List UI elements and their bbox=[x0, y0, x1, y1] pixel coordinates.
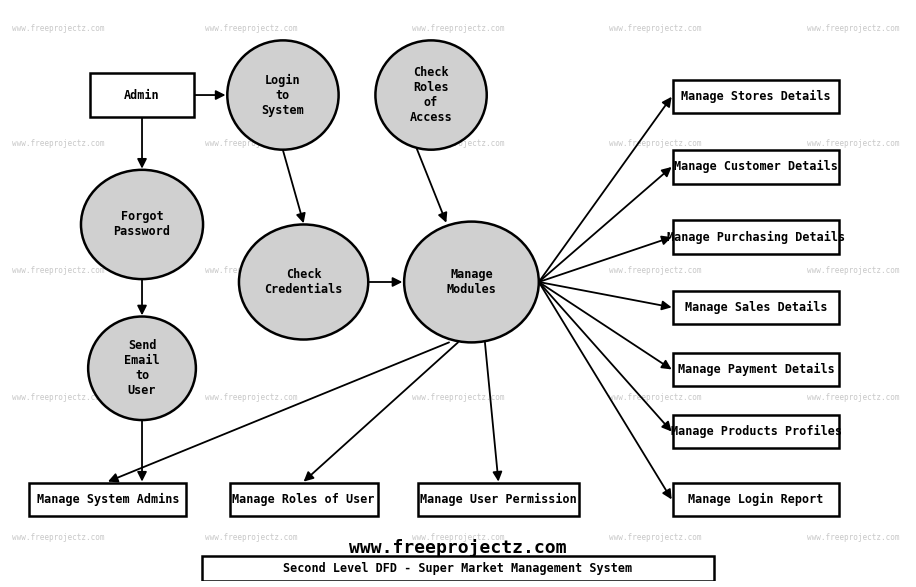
Text: Manage Sales Details: Manage Sales Details bbox=[685, 301, 827, 314]
Text: Forgot
Password: Forgot Password bbox=[114, 211, 170, 238]
Text: Admin: Admin bbox=[125, 89, 159, 102]
Text: www.freeprojectz.com: www.freeprojectz.com bbox=[12, 140, 104, 149]
Text: www.freeprojectz.com: www.freeprojectz.com bbox=[807, 266, 900, 275]
Text: www.freeprojectz.com: www.freeprojectz.com bbox=[205, 25, 298, 33]
FancyBboxPatch shape bbox=[673, 150, 839, 184]
Text: Send
Email
to
User: Send Email to User bbox=[125, 339, 159, 397]
FancyBboxPatch shape bbox=[230, 483, 377, 516]
Text: www.freeprojectz.com: www.freeprojectz.com bbox=[205, 266, 298, 275]
Text: Manage System Admins: Manage System Admins bbox=[37, 493, 180, 506]
Text: www.freeprojectz.com: www.freeprojectz.com bbox=[12, 25, 104, 33]
Text: www.freeprojectz.com: www.freeprojectz.com bbox=[12, 266, 104, 275]
Text: Check
Roles
of
Access: Check Roles of Access bbox=[409, 66, 453, 124]
Text: www.freeprojectz.com: www.freeprojectz.com bbox=[412, 266, 504, 275]
Text: Check
Credentials: Check Credentials bbox=[265, 268, 343, 296]
FancyBboxPatch shape bbox=[673, 353, 839, 386]
FancyBboxPatch shape bbox=[91, 73, 193, 117]
Text: www.freeprojectz.com: www.freeprojectz.com bbox=[609, 25, 702, 33]
Text: Manage Roles of User: Manage Roles of User bbox=[233, 493, 375, 506]
Text: www.freeprojectz.com: www.freeprojectz.com bbox=[807, 25, 900, 33]
FancyBboxPatch shape bbox=[29, 483, 187, 516]
Text: www.freeprojectz.com: www.freeprojectz.com bbox=[609, 534, 702, 542]
Text: www.freeprojectz.com: www.freeprojectz.com bbox=[412, 25, 504, 33]
FancyBboxPatch shape bbox=[673, 221, 839, 254]
FancyBboxPatch shape bbox=[673, 483, 839, 516]
Text: www.freeprojectz.com: www.freeprojectz.com bbox=[12, 534, 104, 542]
Text: www.freeprojectz.com: www.freeprojectz.com bbox=[205, 393, 298, 402]
FancyBboxPatch shape bbox=[673, 291, 839, 324]
FancyBboxPatch shape bbox=[202, 556, 714, 581]
Text: Manage User Permission: Manage User Permission bbox=[420, 493, 577, 506]
Text: www.freeprojectz.com: www.freeprojectz.com bbox=[609, 266, 702, 275]
Text: www.freeprojectz.com: www.freeprojectz.com bbox=[412, 140, 504, 149]
Text: Manage Products Profiles: Manage Products Profiles bbox=[671, 425, 842, 438]
Text: www.freeprojectz.com: www.freeprojectz.com bbox=[12, 393, 104, 402]
Ellipse shape bbox=[376, 41, 486, 150]
Text: Manage Customer Details: Manage Customer Details bbox=[674, 160, 838, 174]
Ellipse shape bbox=[88, 316, 196, 420]
Text: Manage Login Report: Manage Login Report bbox=[688, 493, 823, 506]
Text: www.freeprojectz.com: www.freeprojectz.com bbox=[205, 534, 298, 542]
FancyBboxPatch shape bbox=[418, 483, 579, 516]
Text: www.freeprojectz.com: www.freeprojectz.com bbox=[807, 140, 900, 149]
Text: Manage Payment Details: Manage Payment Details bbox=[678, 363, 834, 376]
Ellipse shape bbox=[81, 170, 203, 279]
Text: www.freeprojectz.com: www.freeprojectz.com bbox=[609, 393, 702, 402]
Text: Manage Purchasing Details: Manage Purchasing Details bbox=[667, 231, 845, 244]
Text: www.freeprojectz.com: www.freeprojectz.com bbox=[807, 534, 900, 542]
Text: Second Level DFD - Super Market Management System: Second Level DFD - Super Market Manageme… bbox=[283, 562, 633, 575]
FancyBboxPatch shape bbox=[673, 80, 839, 113]
Text: Manage Stores Details: Manage Stores Details bbox=[682, 90, 831, 103]
Text: Login
to
System: Login to System bbox=[262, 73, 304, 117]
Text: www.freeprojectz.com: www.freeprojectz.com bbox=[349, 539, 567, 556]
Text: www.freeprojectz.com: www.freeprojectz.com bbox=[205, 140, 298, 149]
Ellipse shape bbox=[404, 221, 539, 342]
Ellipse shape bbox=[239, 224, 368, 339]
Text: www.freeprojectz.com: www.freeprojectz.com bbox=[412, 393, 504, 402]
Text: www.freeprojectz.com: www.freeprojectz.com bbox=[609, 140, 702, 149]
Text: www.freeprojectz.com: www.freeprojectz.com bbox=[807, 393, 900, 402]
Text: www.freeprojectz.com: www.freeprojectz.com bbox=[412, 534, 504, 542]
FancyBboxPatch shape bbox=[673, 415, 839, 448]
Text: Manage
Modules: Manage Modules bbox=[446, 268, 496, 296]
Ellipse shape bbox=[227, 41, 339, 150]
